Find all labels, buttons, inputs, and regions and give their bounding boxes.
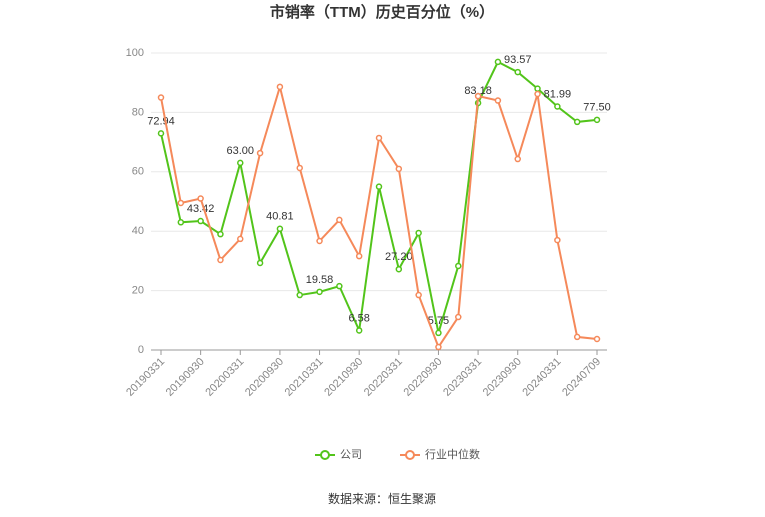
data-label: 5.75 (428, 315, 449, 327)
data-point (177, 219, 185, 226)
x-tick-label: 20240331 (520, 356, 563, 399)
data-point (514, 68, 521, 76)
x-tick-label: 20220331 (362, 356, 405, 399)
data-point (316, 237, 323, 245)
data-point (573, 333, 581, 341)
x-tick-label: 20220930 (402, 356, 445, 399)
source-note: 数据来源：恒生聚源 (328, 491, 436, 506)
data-point (573, 118, 581, 126)
data-point (435, 343, 442, 351)
data-point (217, 256, 224, 264)
data-point (534, 85, 541, 92)
data-point (256, 259, 264, 267)
data-point (494, 58, 502, 66)
y-tick-label: 40 (132, 225, 144, 237)
data-point (554, 103, 561, 110)
data-point (256, 149, 264, 157)
data-point (455, 313, 462, 321)
x-tick-label: 20200930 (243, 356, 286, 399)
data-point (237, 235, 244, 243)
x-tick-label: 20230331 (441, 356, 484, 399)
data-point (375, 183, 383, 190)
data-point (593, 335, 601, 343)
y-tick-label: 80 (132, 106, 144, 118)
data-label: 72.94 (147, 115, 175, 127)
data-point (514, 155, 521, 163)
data-point (455, 262, 462, 270)
data-label: 63.00 (227, 145, 255, 157)
data-point (355, 327, 363, 334)
legend-label: 公司 (340, 449, 362, 461)
data-point (316, 288, 323, 296)
x-tick-label: 20240709 (560, 356, 603, 399)
data-point (494, 97, 502, 104)
data-point (474, 92, 482, 100)
data-point (296, 291, 303, 299)
data-point (276, 83, 284, 91)
data-point (593, 116, 601, 124)
data-point (336, 216, 343, 224)
data-point (157, 130, 165, 137)
data-point (197, 217, 204, 225)
data-label: 83.18 (464, 85, 492, 97)
chart-title: 市销率（TTM）历史百分位（%） (270, 3, 494, 21)
y-tick-label: 20 (132, 285, 144, 297)
legend-marker (320, 450, 330, 460)
y-tick-label: 60 (132, 166, 144, 178)
data-point (276, 225, 284, 233)
data-label: 6.58 (348, 312, 369, 324)
data-point (296, 164, 303, 172)
data-point (415, 229, 422, 237)
data-point (197, 195, 204, 202)
x-tick-label: 20190331 (124, 356, 167, 399)
series-line (160, 60, 598, 335)
data-point (415, 291, 422, 299)
data-point (554, 236, 561, 244)
data-point (435, 329, 442, 337)
x-tick-label: 20200331 (203, 356, 246, 399)
data-label: 40.81 (266, 211, 294, 223)
data-point (217, 230, 224, 238)
y-tick-label: 0 (138, 344, 144, 356)
data-label: 19.58 (306, 274, 334, 286)
legend-label: 行业中位数 (425, 447, 480, 461)
series-line (160, 83, 598, 350)
data-label: 81.99 (544, 88, 572, 100)
data-point (177, 199, 185, 207)
legend-marker (405, 450, 415, 460)
data-point (395, 165, 403, 173)
data-point (237, 159, 244, 167)
y-tick-label: 100 (126, 47, 144, 59)
data-point (395, 265, 403, 273)
x-tick-label: 20210331 (283, 356, 326, 399)
data-label: 27.20 (385, 251, 413, 263)
data-point (355, 252, 363, 260)
x-tick-label: 20210930 (322, 356, 365, 399)
x-tick-label: 20190930 (164, 356, 207, 399)
data-label: 43.42 (187, 203, 215, 215)
data-label: 77.50 (583, 102, 611, 114)
data-label: 93.57 (504, 54, 532, 66)
x-tick-label: 20230930 (481, 356, 524, 399)
data-point (336, 282, 343, 290)
data-point (375, 134, 383, 142)
data-point (157, 94, 165, 101)
data-point (534, 90, 541, 98)
